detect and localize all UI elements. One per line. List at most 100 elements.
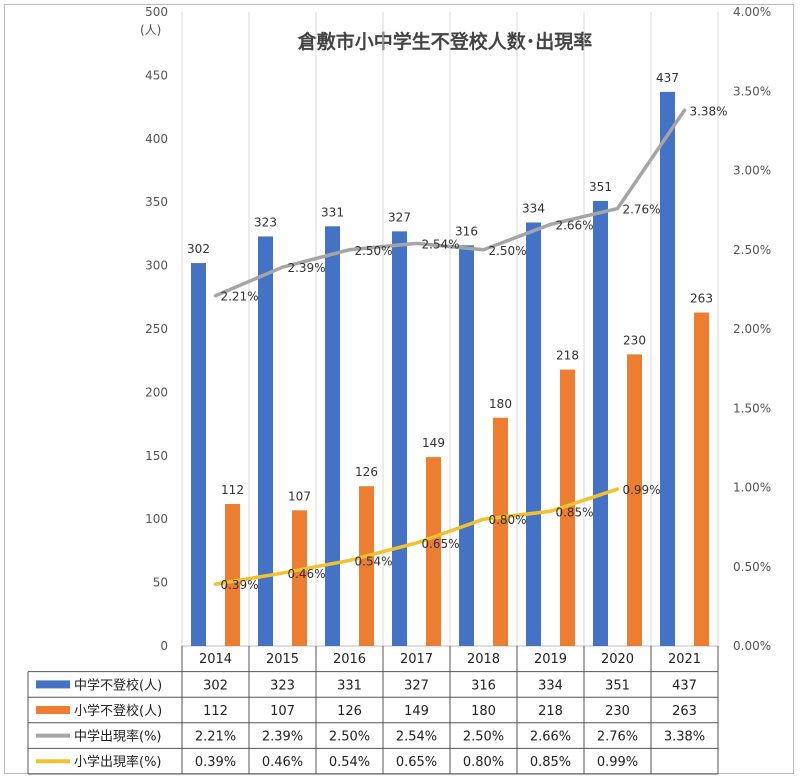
junior-high-rate-data-label: 2.54% [421, 237, 459, 251]
table-cell: 0.54% [329, 755, 370, 770]
left-axis-tick-label: 100 [145, 512, 168, 526]
bar-junior-high-data-label: 302 [187, 242, 210, 256]
table-cell: 112 [203, 704, 228, 719]
junior-high-rate-data-label: 2.50% [354, 244, 392, 258]
bar-elementary [426, 457, 441, 646]
right-axis-tick-label: 1.00% [733, 481, 771, 495]
junior-high-rate-data-label: 2.39% [287, 261, 325, 275]
elementary-rate-data-label: 0.80% [488, 513, 526, 527]
bar-junior-high [191, 263, 206, 646]
table-cell: 180 [471, 704, 496, 719]
data-table: 2014 2015 2016 2017 2018 2019 2020 2021 中学不登校(人)… [27, 646, 719, 775]
left-axis-tick-label: 450 [145, 68, 168, 82]
left-axis-tick-label: 150 [145, 449, 168, 463]
table-cell: 0.46% [262, 755, 303, 770]
left-axis-tick-label: 250 [145, 322, 168, 336]
table-year-header: 2014 [199, 652, 232, 667]
table-cell: 302 [203, 678, 228, 693]
left-axis-tick-label: 0 [160, 639, 168, 653]
bar-junior-high [459, 245, 474, 646]
bar-junior-high-data-label: 327 [388, 210, 411, 224]
left-axis-tick-label: 50 [153, 576, 168, 590]
bar-junior-high [258, 236, 273, 646]
elementary-rate-data-label: 0.39% [220, 578, 258, 592]
table-cell: 107 [270, 704, 295, 719]
bar-elementary [493, 417, 508, 646]
table-cell: 2.39% [262, 730, 303, 745]
right-axis-tick-label: 1.50% [733, 401, 771, 415]
bar-elementary [694, 312, 709, 646]
elementary-rate-data-label: 0.99% [622, 483, 660, 497]
table-cell: 0.39% [195, 755, 236, 770]
bar-junior-high [593, 200, 608, 646]
data-labels: 302 112 323 107 331 126 327 149 316 180 334 218 351 2… [187, 71, 728, 592]
bar-elementary-data-label: 218 [556, 349, 579, 363]
bar-elementary [560, 369, 575, 646]
bar-junior-high [660, 91, 675, 646]
table-cell: 218 [538, 704, 563, 719]
right-axis-tick-label: 4.00% [733, 5, 771, 19]
elementary-rate-data-label: 0.85% [555, 505, 593, 519]
table-cell: 2.50% [463, 730, 504, 745]
table-cell: 2.76% [597, 730, 638, 745]
lines [213, 108, 687, 586]
bar-junior-high-data-label: 331 [321, 205, 344, 219]
bar-elementary [292, 510, 307, 646]
bar-junior-high-data-label: 316 [455, 224, 478, 238]
elementary-rate-line [213, 487, 620, 586]
bar-junior-high [526, 222, 541, 646]
bar-elementary-data-label: 230 [623, 333, 646, 347]
legend-swatch [36, 680, 70, 689]
right-axis-tick-label: 3.00% [733, 164, 771, 178]
left-axis-tick-label: 200 [145, 385, 168, 399]
bar-elementary-data-label: 112 [221, 483, 244, 497]
junior-high-rate-line [213, 108, 687, 298]
table-cell: 0.80% [463, 755, 504, 770]
legend-swatch [36, 706, 70, 714]
right-axis-tick-label: 2.50% [733, 243, 771, 257]
bar-junior-high-data-label: 351 [589, 180, 612, 194]
table-cell: 2.54% [396, 730, 437, 745]
table-cell: 323 [270, 678, 295, 693]
legend-series-name: 小学出現率(%) [74, 754, 162, 770]
bars [191, 91, 709, 647]
junior-high-rate-data-label: 3.38% [689, 104, 727, 118]
table-year-header: 2018 [467, 652, 500, 667]
table-cell: 2.66% [530, 730, 571, 745]
table-year-header: 2017 [400, 652, 433, 667]
bar-elementary-data-label: 107 [288, 489, 311, 503]
elementary-rate-data-label: 0.46% [287, 567, 325, 581]
table-year-header: 2019 [534, 652, 567, 667]
bar-junior-high [325, 226, 340, 647]
table-cell: 2.21% [195, 730, 236, 745]
bar-elementary [225, 503, 240, 646]
junior-high-rate-data-label: 2.66% [555, 218, 593, 232]
table-cell: 0.85% [530, 755, 571, 770]
bar-elementary-data-label: 126 [355, 465, 378, 479]
table-cell: 334 [538, 678, 563, 693]
right-axis-tick-label: 2.00% [733, 322, 771, 336]
bar-elementary-data-label: 180 [489, 397, 512, 411]
table-cell: 2.50% [329, 730, 370, 745]
table-cell: 149 [404, 704, 429, 719]
table-year-header: 2016 [333, 652, 366, 667]
bar-junior-high-data-label: 323 [254, 215, 277, 229]
table-cell: 0.99% [597, 755, 638, 770]
axes: 0 50 100 150 200 250 300 350 400 450 500 0.00% 0.50%… [145, 5, 771, 653]
table-cell: 331 [337, 678, 362, 693]
left-axis-tick-label: 500 [145, 5, 168, 19]
right-axis-tick-label: 0.50% [733, 560, 771, 574]
bar-junior-high-data-label: 334 [522, 201, 545, 215]
table-cell: 126 [337, 704, 362, 719]
junior-high-rate-data-label: 2.76% [622, 203, 660, 217]
legend-series-name: 中学不登校(人) [74, 677, 162, 693]
table-cell: 327 [404, 678, 429, 693]
table-year-header: 2020 [601, 652, 634, 667]
bar-junior-high-data-label: 437 [656, 71, 679, 85]
bar-elementary [359, 486, 374, 646]
table-cell: 316 [471, 678, 496, 693]
table-cell: 351 [605, 678, 630, 693]
left-axis-tick-label: 300 [145, 259, 168, 273]
left-axis-unit: (人) [140, 23, 161, 37]
